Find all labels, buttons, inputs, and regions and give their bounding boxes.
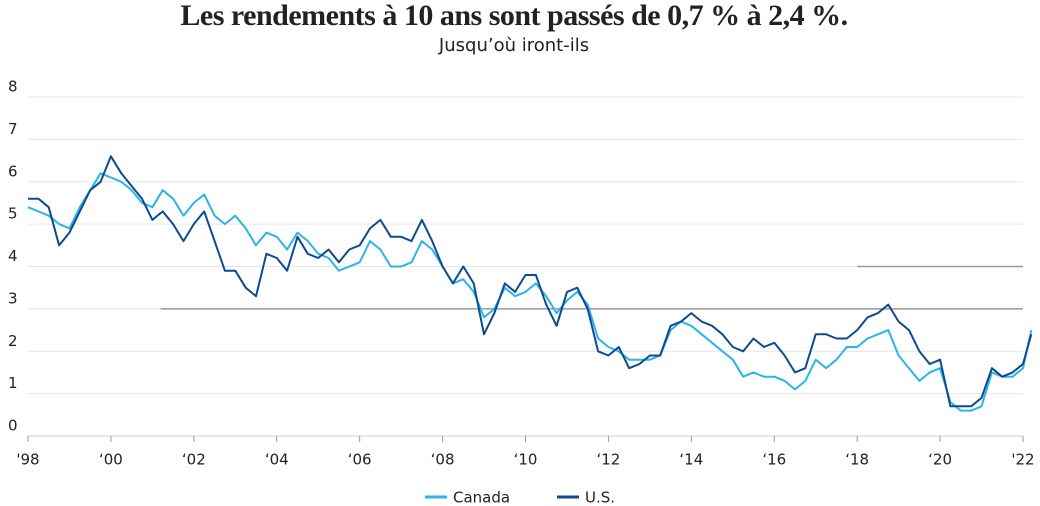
y-tick-label: 5 [8,205,18,223]
y-tick-label: 7 [8,120,18,138]
x-tick-label: '22 [1011,451,1034,469]
x-tick-label: ‘08 [431,451,455,469]
legend-label: U.S. [585,489,615,506]
x-tick-label: ‘06 [348,451,372,469]
y-tick-label: 8 [8,78,18,96]
series-line [28,155,1033,408]
x-tick-label: '98 [16,451,39,469]
y-tick-label: 1 [8,374,18,392]
x-tick-label: ‘18 [845,451,869,469]
y-tick-label: 6 [8,162,18,180]
x-tick-label: ‘00 [99,451,123,469]
chart-title: Les rendements à 10 ans sont passés de 0… [180,0,847,32]
x-tick-label: ‘20 [928,451,952,469]
x-tick-label: ‘12 [596,451,620,469]
y-tick-label: 0 [8,417,18,435]
y-tick-label: 2 [8,332,18,350]
x-tick-label: ‘02 [182,451,206,469]
y-tick-label: 3 [8,289,18,307]
x-tick-label: ‘04 [265,451,289,469]
x-tick-label: ‘10 [514,451,538,469]
x-tick-label: ‘14 [679,451,703,469]
x-tick-label: ‘16 [762,451,786,469]
y-tick-label: 4 [8,247,18,265]
chart-subtitle: Jusqu’où iront-ils [438,35,589,56]
legend-label: Canada [453,489,510,506]
series-line [27,172,1033,412]
